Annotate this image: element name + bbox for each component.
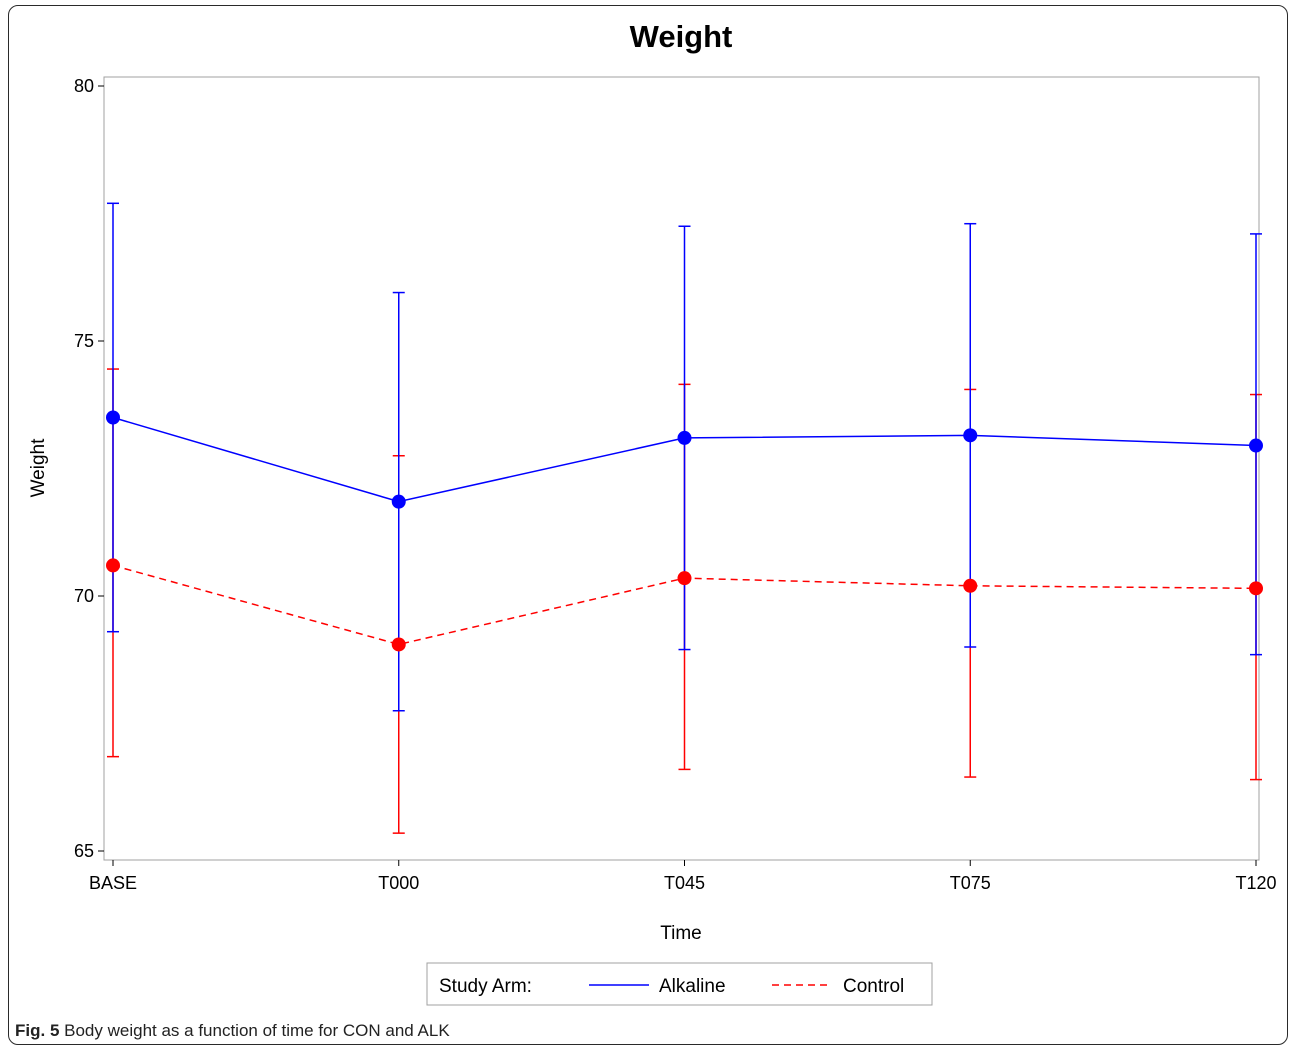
figure-caption-label: Fig. 5 [15, 1021, 60, 1040]
data-point-alkaline [677, 430, 692, 445]
legend-title: Study Arm: [439, 976, 532, 997]
legend-label-alkaline: Alkaline [659, 976, 726, 997]
x-tick-label: BASE [89, 873, 137, 893]
x-tick-label: T045 [664, 873, 705, 893]
y-axis-label: Weight [28, 438, 49, 498]
x-tick-label: T120 [1235, 873, 1276, 893]
data-point-control [963, 578, 978, 593]
data-point-alkaline [1249, 438, 1263, 453]
data-point-alkaline [106, 410, 120, 425]
y-tick-label: 80 [74, 76, 94, 96]
legend-label-control: Control [843, 976, 904, 997]
data-point-control [106, 558, 120, 573]
legend: Study Arm: Alkaline Control [426, 962, 933, 1006]
data-point-control [677, 571, 692, 586]
y-axis: 65 70 75 80 [74, 76, 104, 861]
data-point-control [1249, 581, 1263, 596]
figure-caption: Fig. 5 Body weight as a function of time… [15, 1021, 450, 1041]
y-tick-label: 75 [74, 331, 94, 351]
figure-caption-text: Body weight as a function of time for CO… [59, 1021, 450, 1040]
x-axis-label: Time [660, 923, 702, 944]
y-tick-label: 70 [74, 586, 94, 606]
y-tick-label: 65 [74, 841, 94, 861]
x-axis: BASE T000 T045 T075 T120 [89, 860, 1277, 893]
figure-frame [8, 5, 1288, 1045]
x-tick-label: T000 [378, 873, 419, 893]
chart-title: Weight [630, 19, 733, 54]
data-point-control [391, 637, 406, 652]
plot-area [103, 76, 1260, 861]
x-tick-label: T075 [950, 873, 991, 893]
data-point-alkaline [391, 494, 406, 509]
legend-box [426, 962, 933, 1006]
data-point-alkaline [963, 428, 978, 443]
series-layer [106, 202, 1263, 834]
